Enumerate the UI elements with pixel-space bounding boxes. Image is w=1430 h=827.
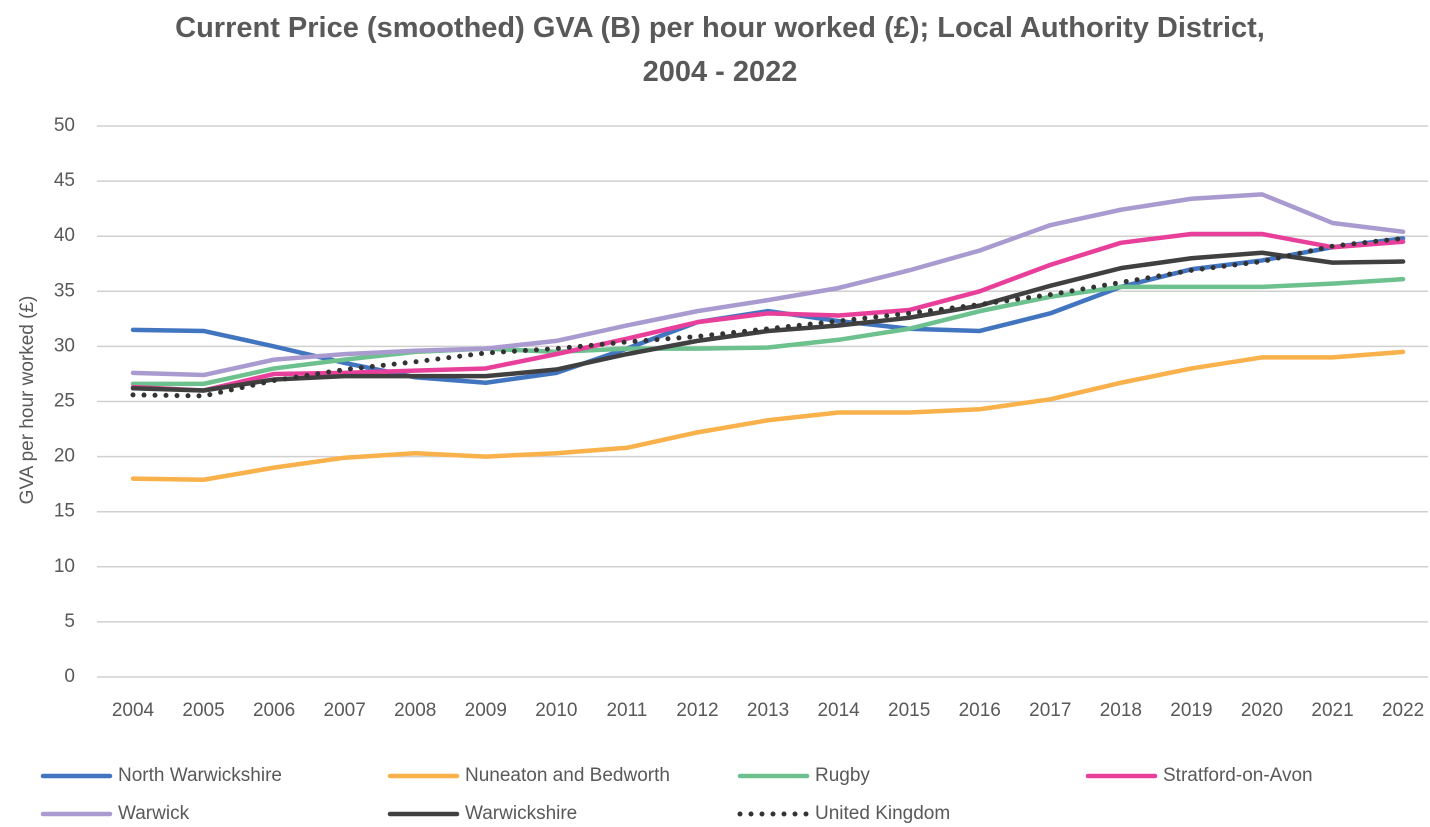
x-tick-label: 2017 [1029, 700, 1071, 721]
series-line [130, 250, 1406, 393]
legend-label: Nuneaton and Bedworth [465, 765, 670, 786]
y-tick-label: 0 [64, 666, 75, 687]
x-tick-label: 2008 [394, 700, 436, 721]
y-tick-label: 50 [54, 115, 75, 136]
y-tick-label: 5 [64, 611, 75, 632]
y-tick-label: 45 [54, 170, 75, 191]
x-tick-label: 2018 [1100, 700, 1142, 721]
y-tick-label: 20 [54, 446, 75, 467]
x-tick-label: 2021 [1311, 700, 1353, 721]
x-tick-label: 2013 [747, 700, 789, 721]
legend-label: North Warwickshire [118, 765, 282, 786]
x-tick-label: 2005 [182, 700, 224, 721]
series-line [130, 276, 1406, 387]
y-tick-label: 30 [54, 335, 75, 356]
x-tick-label: 2007 [324, 700, 366, 721]
x-tick-label: 2004 [112, 700, 155, 721]
series-line [130, 192, 1406, 378]
legend-label: United Kingdom [815, 803, 950, 824]
y-tick-label: 10 [54, 556, 75, 577]
x-tick-label: 2016 [959, 700, 1001, 721]
x-tick-label: 2014 [817, 700, 860, 721]
series-line [130, 235, 1406, 399]
y-tick-label: 35 [54, 280, 75, 301]
y-axis-label: GVA per hour worked (£) [17, 296, 38, 505]
series-line [130, 231, 1406, 393]
legend-label: Warwick [118, 803, 190, 824]
y-tick-label: 25 [54, 391, 75, 412]
legend-label: Rugby [815, 765, 870, 786]
x-tick-label: 2011 [606, 700, 647, 721]
x-tick-label: 2010 [535, 700, 577, 721]
chart-title: Current Price (smoothed) GVA (B) per hou… [175, 12, 1281, 88]
x-tick-label: 2019 [1170, 700, 1212, 721]
legend-label: Warwickshire [465, 803, 577, 824]
x-tick-label: 2009 [465, 700, 507, 721]
y-tick-label: 15 [54, 501, 75, 522]
y-tick-label: 40 [54, 225, 75, 246]
x-tick-label: 2015 [888, 700, 930, 721]
x-tick-label: 2006 [253, 700, 295, 721]
legend-label: Stratford-on-Avon [1163, 765, 1313, 786]
x-tick-label: 2020 [1241, 700, 1283, 721]
series-line [130, 349, 1406, 482]
x-tick-label: 2012 [676, 700, 718, 721]
x-tick-label: 2022 [1382, 700, 1424, 721]
